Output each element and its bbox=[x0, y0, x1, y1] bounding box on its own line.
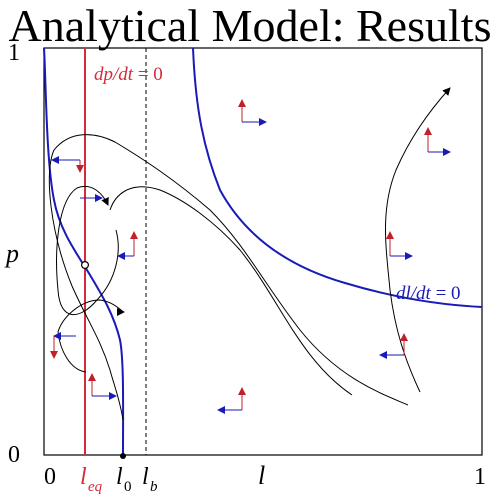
plot-frame bbox=[43, 47, 483, 456]
svg-text:l: l bbox=[142, 464, 149, 490]
l0-label: l 0 bbox=[116, 464, 132, 495]
trajectory-right bbox=[385, 87, 451, 393]
svg-text:l: l bbox=[80, 464, 87, 490]
vector-4 bbox=[117, 231, 138, 260]
y-axis-top-label: 1 bbox=[8, 40, 20, 66]
trajectory-loop-inner bbox=[56, 186, 119, 316]
dp-dt-label: dp/dt = 0 bbox=[94, 64, 163, 85]
dl-dt-nullcline-left bbox=[43, 47, 125, 456]
y-axis-label: p bbox=[4, 239, 19, 268]
trajectory-large bbox=[48, 134, 409, 421]
trajectory-loop-outer bbox=[57, 299, 125, 373]
vector-9 bbox=[379, 333, 408, 359]
vector-7 bbox=[50, 332, 76, 359]
vector-8 bbox=[88, 373, 117, 400]
vector-5 bbox=[386, 231, 413, 260]
x-axis-left-label: 0 bbox=[44, 464, 56, 490]
vector-1 bbox=[238, 99, 267, 126]
lb-label: l b bbox=[142, 464, 158, 495]
y-axis-bottom-label: 0 bbox=[8, 442, 20, 468]
equilibrium-point bbox=[80, 261, 89, 270]
vector-3 bbox=[51, 156, 84, 173]
svg-text:eq: eq bbox=[88, 479, 103, 495]
leq-label: l eq bbox=[80, 464, 103, 495]
dl-dt-label: dl/dt = 0 bbox=[396, 283, 461, 304]
x-axis-label: l bbox=[258, 461, 265, 490]
dl-dt-nullcline-right bbox=[192, 47, 483, 308]
x-axis-right-label: 1 bbox=[474, 464, 486, 490]
svg-text:l: l bbox=[116, 464, 123, 490]
vector-10 bbox=[217, 387, 246, 414]
initial-point-l0 bbox=[120, 453, 126, 459]
svg-text:0: 0 bbox=[124, 479, 132, 495]
svg-text:b: b bbox=[150, 479, 158, 495]
trajectory-top-left bbox=[109, 186, 353, 396]
page-title: Analytical Model: Results bbox=[8, 0, 492, 51]
vector-2 bbox=[424, 127, 451, 156]
